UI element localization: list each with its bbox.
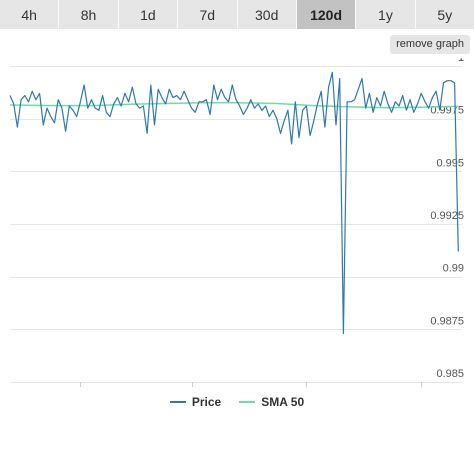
legend-label-price: Price [191, 395, 222, 409]
legend-label-sma: SMA 50 [261, 395, 305, 409]
y-tick-label: 1 [458, 58, 464, 64]
remove-graph-button[interactable]: remove graph [390, 35, 470, 54]
tab-4h[interactable]: 4h [0, 0, 60, 29]
series-lines [9, 71, 459, 335]
tab-1y[interactable]: 1y [356, 0, 416, 29]
tab-7d[interactable]: 7d [178, 0, 238, 29]
sma-swatch-icon [239, 401, 256, 403]
y-tick-label: 0.99 [443, 263, 464, 275]
grid-lines [10, 66, 462, 383]
x-axis-ticks: Nov '25Dec '25Jan '26Feb '26 [80, 382, 422, 387]
price-line [9, 71, 459, 335]
tab-1d[interactable]: 1d [118, 0, 179, 29]
legend-item-sma[interactable]: SMA 50 [239, 395, 304, 409]
sma-line [9, 101, 459, 109]
tab-120d[interactable]: 120d [296, 0, 357, 29]
y-tick-label: 0.9875 [430, 315, 464, 327]
y-tick-label: 0.995 [436, 157, 464, 169]
legend-item-price[interactable]: Price [169, 395, 222, 409]
y-tick-label: 0.9925 [430, 210, 464, 222]
tab-30d[interactable]: 30d [237, 0, 297, 29]
chart-legend: Price SMA 50 [0, 393, 474, 411]
timeframe-tabs: 4h 8h 1d 7d 30d 120d 1y 5y [0, 0, 474, 29]
tab-8h[interactable]: 8h [59, 0, 119, 29]
price-swatch-icon [169, 401, 186, 403]
y-tick-label: 0.985 [436, 368, 464, 380]
tab-5y[interactable]: 5y [415, 0, 474, 29]
